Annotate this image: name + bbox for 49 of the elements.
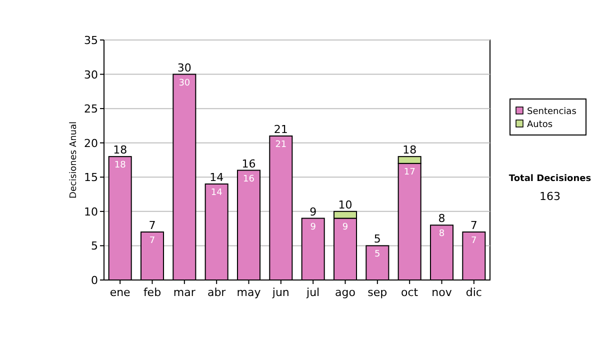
y-tick-label: 0 [91, 274, 98, 287]
total-label: 14 [210, 171, 224, 184]
total-label: 9 [310, 205, 317, 218]
data-label: 7 [149, 236, 156, 246]
data-label: 8 [438, 229, 445, 240]
x-tick-label: sep [368, 286, 388, 299]
text: 163 [540, 190, 560, 203]
total-label: 16 [242, 157, 256, 170]
x-tick-label: dic [466, 286, 482, 299]
y-tick-label: 35 [84, 34, 98, 47]
total-label: 21 [274, 123, 288, 136]
text: Total Decisiones [508, 174, 592, 184]
x-tick-label: ene [110, 286, 131, 299]
x-tick-label: nov [432, 286, 452, 299]
data-label: 18 [114, 160, 126, 171]
total-label: 7 [470, 219, 478, 232]
data-label: 30 [178, 78, 190, 88]
data-label: 9 [342, 222, 348, 232]
y-tick-label: 25 [84, 102, 98, 116]
x-tick-label: may [236, 286, 262, 299]
data-label: 7 [471, 236, 477, 246]
data-label: 9 [310, 222, 316, 232]
x-tick-label: ago [335, 286, 356, 299]
x-tick-label: jun [271, 286, 290, 299]
total-label: 7 [148, 219, 156, 232]
legend-label: Sentencias [527, 107, 577, 117]
legend-label: Autos [527, 120, 553, 130]
x-tick-label: oct [401, 286, 419, 299]
total-label: 10 [338, 198, 352, 212]
y-tick-label: 5 [91, 240, 98, 253]
data-label: 5 [374, 250, 380, 260]
total-label: 18 [402, 144, 417, 157]
x-tick-label: abr [207, 286, 226, 299]
x-tick-label: feb [143, 286, 162, 299]
data-label: 14 [210, 188, 223, 198]
total-label: 8 [438, 212, 446, 226]
data-label: 21 [275, 140, 287, 150]
total-label: 5 [374, 232, 381, 246]
data-label: 16 [243, 174, 255, 184]
data-label: 17 [404, 167, 416, 178]
total-label: 18 [113, 144, 128, 157]
y-tick-label: 15 [84, 171, 98, 184]
y-axis-title: Decisiones Anual [69, 122, 79, 198]
x-tick-label: jul [306, 286, 320, 299]
x-tick-label: mar [173, 286, 196, 299]
total-label: 30 [177, 61, 192, 74]
y-tick-label: 30 [84, 68, 98, 82]
y-tick-label: 20 [84, 136, 98, 150]
y-tick-label: 10 [84, 205, 98, 218]
